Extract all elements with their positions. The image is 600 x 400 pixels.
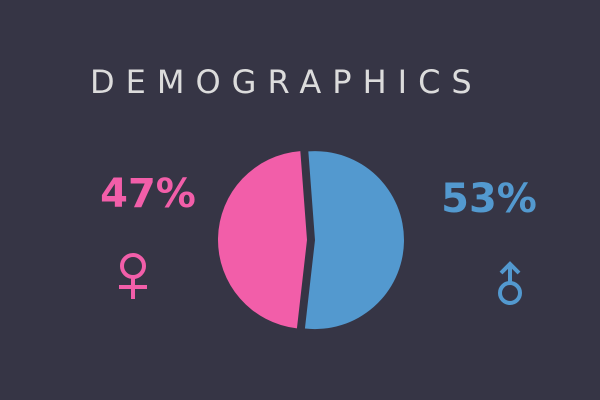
pie-slice	[218, 151, 308, 329]
pie-slice	[304, 151, 404, 330]
female-icon	[119, 253, 147, 299]
male-icon	[498, 261, 522, 305]
chart-title: DEMOGRAPHICS	[90, 63, 483, 101]
value-label: 53%	[441, 176, 537, 222]
value-label: 47%	[100, 171, 196, 217]
